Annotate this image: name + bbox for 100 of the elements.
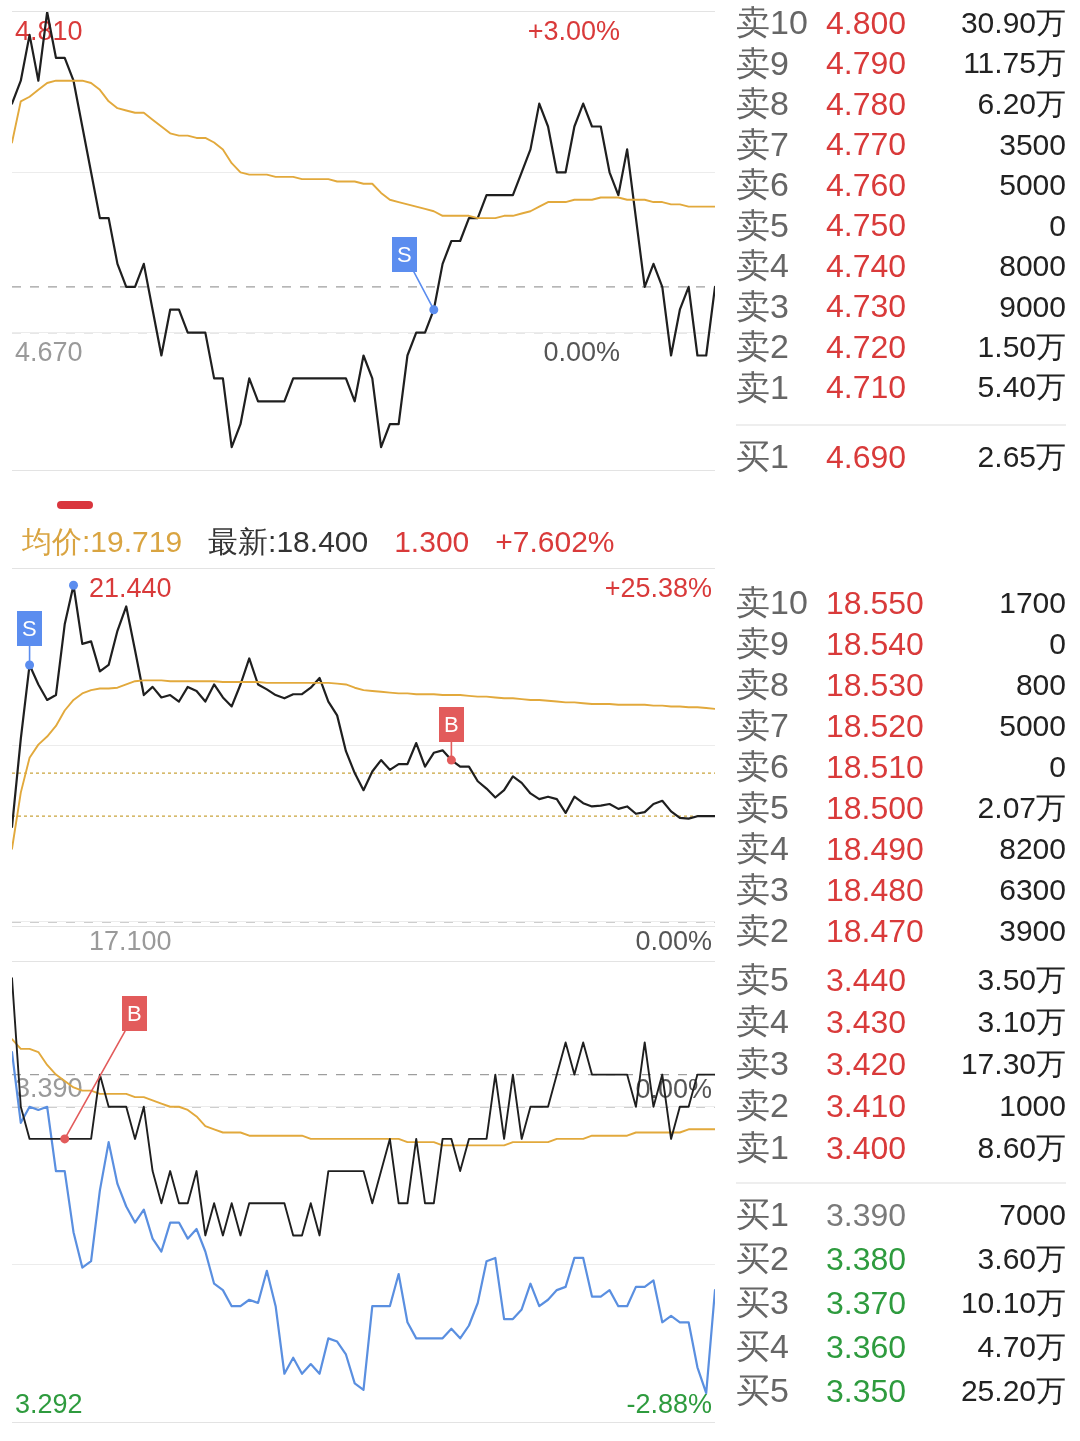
y2-tick-label: -2.88%: [626, 1388, 712, 1419]
data-label: 8200: [998, 832, 1066, 866]
category-label: 卖8: [736, 84, 789, 122]
data-label: 5000: [998, 168, 1066, 202]
data-label: 1.50万: [976, 328, 1066, 365]
data-label: 25.20万: [959, 1372, 1066, 1409]
data-label: 8000: [998, 249, 1066, 283]
data-label: 3500: [998, 127, 1066, 162]
data-label: 3.430: [826, 1003, 908, 1041]
category-label: 卖7: [736, 124, 789, 163]
data-label: 18.550: [826, 584, 925, 622]
data-label: 4.780: [826, 85, 908, 123]
data-label: 3.440: [826, 961, 908, 999]
category-label: 卖2: [736, 910, 790, 951]
category-label: 卖3: [736, 1043, 790, 1084]
data-label: 4.760: [826, 166, 908, 204]
category-label: 卖5: [736, 959, 790, 1000]
text: 均价:19.719: [22, 523, 183, 560]
data-label: 800: [1014, 668, 1066, 702]
data-label: 3.60万: [976, 1240, 1066, 1277]
text: 1.300: [394, 525, 470, 559]
category-label: 卖4: [736, 246, 789, 284]
data-label: 4.70万: [976, 1328, 1066, 1365]
data-label: 4.730: [826, 288, 908, 325]
data-label: 4.710: [826, 369, 908, 406]
data-label: 18.470: [826, 912, 925, 950]
y-tick-label: 3.292: [15, 1388, 83, 1419]
data-label: 4.750: [826, 207, 908, 244]
data-label: 18.480: [826, 871, 925, 909]
category-label: 卖10: [736, 3, 808, 41]
category-label: 卖2: [736, 1085, 790, 1126]
y2-tick-label: +3.00%: [527, 16, 620, 47]
data-label: 3.360: [826, 1328, 908, 1366]
data-label: 3.50万: [976, 961, 1066, 998]
data-label: 3.410: [826, 1087, 908, 1125]
y2-tick-label: 0.00%: [635, 926, 712, 957]
data-label: 0: [1048, 208, 1066, 243]
data-label: 3.390: [826, 1196, 908, 1234]
data-label: B: [127, 1001, 142, 1026]
data-label: 6.20万: [976, 85, 1066, 122]
data-label: 3.420: [826, 1045, 908, 1083]
data-label: 30.90万: [959, 4, 1066, 41]
data-label: 4.690: [826, 438, 908, 476]
y-tick-label: 17.100: [89, 926, 172, 957]
category-label: 买2: [736, 1238, 790, 1279]
data-label: 18.540: [826, 625, 925, 663]
category-label: 卖1: [736, 366, 790, 408]
category-label: 卖7: [736, 706, 789, 744]
data-label: 7000: [998, 1198, 1066, 1232]
category-label: 买1: [736, 436, 790, 477]
data-label: 3.380: [826, 1240, 908, 1278]
data-label: 11.75万: [962, 45, 1066, 81]
category-label: 卖1: [736, 1127, 790, 1168]
data-label: 4.790: [826, 45, 908, 82]
category-label: 卖2: [736, 327, 789, 365]
data-label: 5000: [998, 709, 1066, 743]
data-label: 3.10万: [976, 1003, 1066, 1040]
category-label: 买3: [736, 1282, 790, 1323]
data-label: 18.530: [826, 666, 925, 704]
data-label: 6300: [998, 873, 1066, 907]
category-label: 卖9: [736, 624, 789, 662]
category-label: 卖5: [736, 205, 789, 244]
category-label: 卖3: [736, 286, 789, 325]
y2-tick-label: 0.00%: [543, 337, 620, 368]
category-label: 卖4: [736, 829, 789, 867]
category-label: 卖6: [736, 165, 789, 203]
data-label: 0: [1048, 627, 1066, 661]
data-label: 4.770: [826, 126, 908, 163]
data-label: 4.740: [826, 247, 908, 285]
text: +7.602%: [495, 525, 615, 559]
category-label: 卖4: [736, 1001, 790, 1042]
data-label: 3.400: [826, 1129, 908, 1167]
data-label: 2.65万: [976, 438, 1066, 475]
data-label: 4.720: [826, 328, 908, 366]
data-label: S: [397, 242, 412, 267]
y-tick-label: 4.670: [15, 336, 83, 367]
category-label: 卖9: [736, 43, 789, 82]
category-label: 卖6: [736, 747, 789, 785]
text: 最新:18.400: [208, 523, 369, 560]
data-label: 1000: [998, 1089, 1066, 1123]
category-label: 卖3: [736, 870, 789, 908]
data-label: 1700: [998, 586, 1066, 620]
data-label: S: [22, 616, 37, 641]
category-label: 卖8: [736, 665, 789, 703]
y-tick-label: 21.440: [89, 573, 172, 604]
data-label: 18.510: [826, 748, 925, 786]
data-label: 18.520: [826, 707, 925, 745]
category-label: 买4: [736, 1326, 790, 1367]
category-label: 买1: [736, 1194, 790, 1235]
data-label: 0: [1048, 750, 1066, 784]
category-label: 卖5: [736, 788, 789, 826]
category-label: 卖10: [736, 583, 808, 621]
data-label: 2.07万: [976, 789, 1066, 826]
data-label: 3.370: [826, 1284, 908, 1322]
data-label: 5.40万: [976, 369, 1066, 405]
data-label: 3.350: [826, 1372, 908, 1410]
data-label: 18.490: [826, 830, 925, 868]
data-label: 18.500: [826, 789, 925, 827]
data-label: 8.60万: [976, 1129, 1066, 1166]
category-label: 买5: [736, 1370, 790, 1411]
